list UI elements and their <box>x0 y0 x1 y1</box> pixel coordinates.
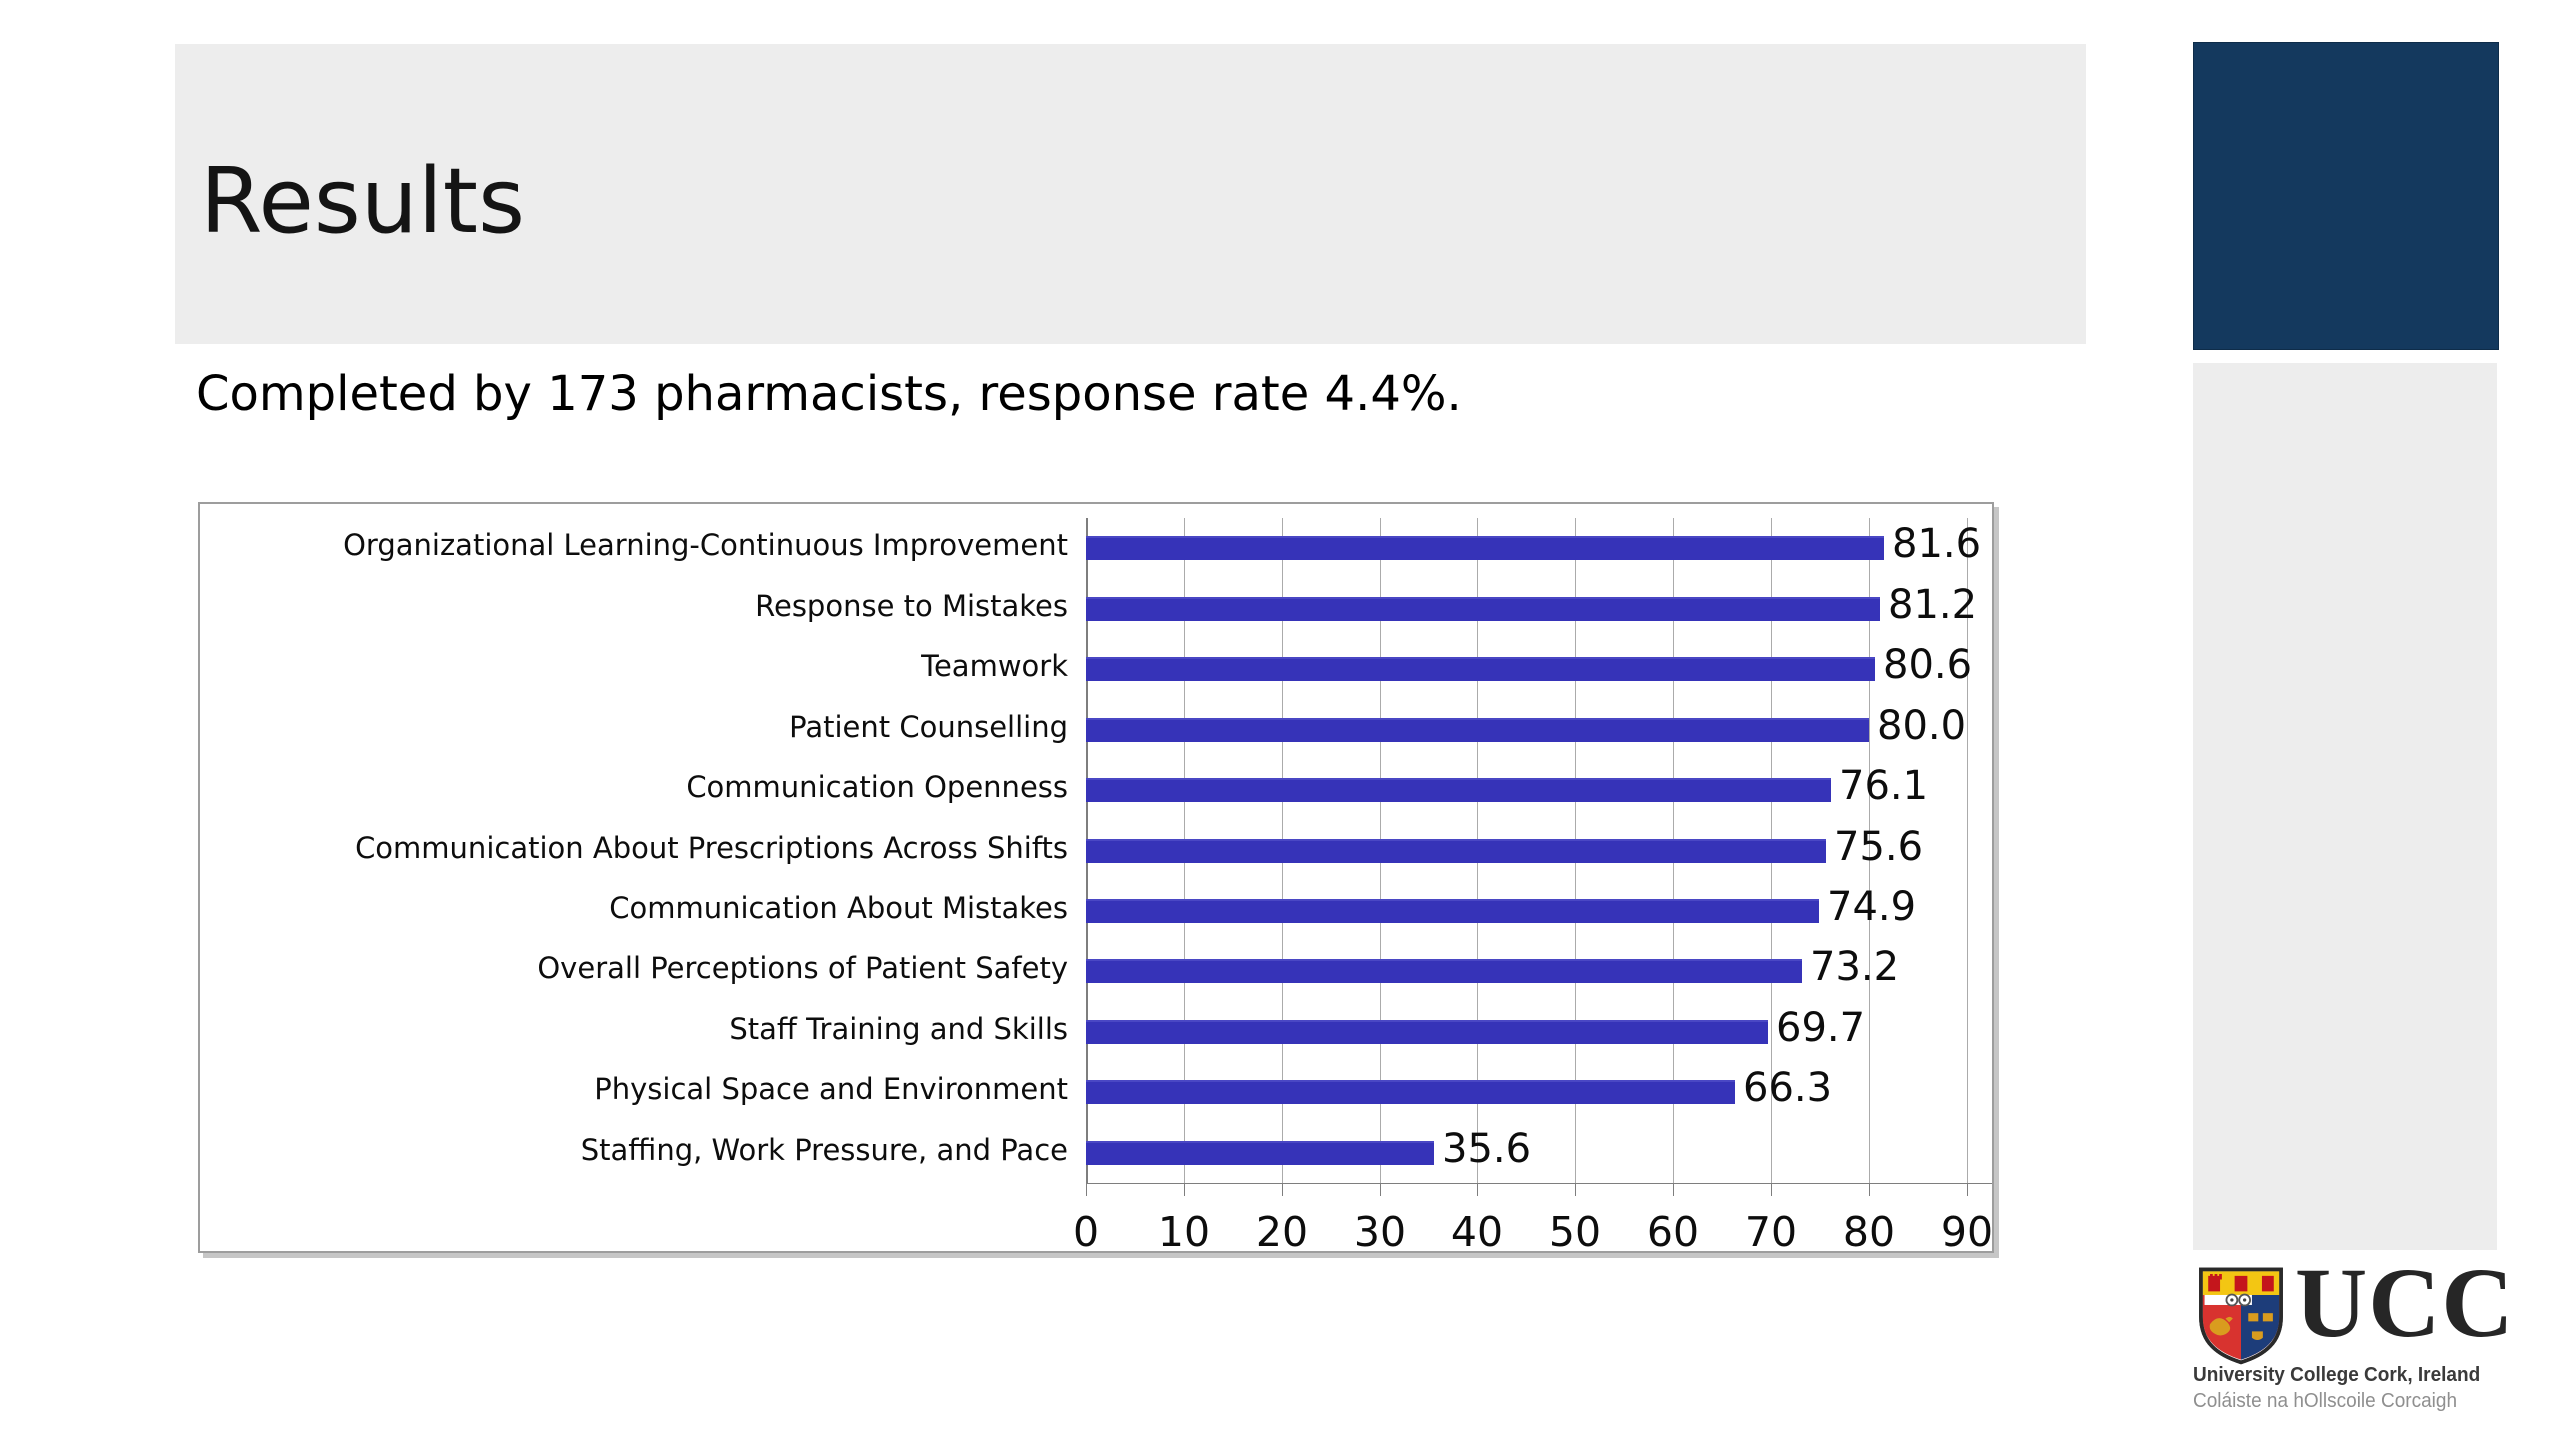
value-label: 69.7 <box>1776 1005 1866 1051</box>
x-tick-mark <box>1869 1183 1870 1196</box>
x-gridline <box>1967 518 1968 1183</box>
category-label: Patient Counselling <box>789 710 1068 744</box>
data-bar <box>1086 718 1869 742</box>
x-tick-label: 70 <box>1744 1208 1798 1256</box>
title-band: Results <box>175 44 2086 344</box>
data-bar <box>1086 778 1831 802</box>
value-label: 74.9 <box>1827 884 1917 930</box>
x-tick-label: 30 <box>1353 1208 1407 1256</box>
subtitle-text: Completed by 173 pharmacists, response r… <box>196 366 1462 422</box>
value-label: 80.0 <box>1877 703 1967 749</box>
x-tick-mark <box>1967 1183 1968 1196</box>
x-gridline <box>1869 518 1870 1183</box>
value-label: 80.6 <box>1883 642 1973 688</box>
category-label: Response to Mistakes <box>755 589 1068 623</box>
value-label: 76.1 <box>1839 763 1929 809</box>
category-label: Overall Perceptions of Patient Safety <box>537 951 1068 985</box>
value-label: 75.6 <box>1834 824 1924 870</box>
category-label: Communication About Mistakes <box>609 891 1068 925</box>
x-tick-label: 50 <box>1548 1208 1602 1256</box>
x-tick-mark <box>1673 1183 1674 1196</box>
x-tick-mark <box>1575 1183 1576 1196</box>
category-axis: Organizational Learning-Continuous Impro… <box>206 518 1068 1183</box>
x-tick-label: 0 <box>1072 1208 1100 1256</box>
data-bar <box>1086 839 1826 863</box>
x-tick-mark <box>1184 1183 1185 1196</box>
x-tick-label: 10 <box>1157 1208 1211 1256</box>
x-axis-baseline <box>1086 1183 1992 1184</box>
x-tick-mark <box>1086 1183 1087 1196</box>
category-label: Staff Training and Skills <box>729 1012 1068 1046</box>
data-bar <box>1086 657 1875 681</box>
value-label: 81.2 <box>1888 582 1978 628</box>
page-title: Results <box>200 149 525 254</box>
x-tick-mark <box>1477 1183 1478 1196</box>
x-tick-label: 40 <box>1450 1208 1504 1256</box>
ucc-logo: UCC University College Cork, Ireland Col… <box>2193 1248 2514 1418</box>
value-label: 81.6 <box>1892 521 1982 567</box>
category-label: Staffing, Work Pressure, and Pace <box>580 1133 1068 1167</box>
data-bar <box>1086 899 1819 923</box>
value-label: 66.3 <box>1743 1065 1833 1111</box>
x-tick-label: 60 <box>1646 1208 1700 1256</box>
category-label: Physical Space and Environment <box>594 1072 1068 1106</box>
decorative-blue-rectangle <box>2193 42 2499 350</box>
bar-chart: Organizational Learning-Continuous Impro… <box>198 502 1994 1256</box>
value-label: 35.6 <box>1442 1126 1532 1172</box>
data-bar <box>1086 1020 1768 1044</box>
x-tick-mark <box>1282 1183 1283 1196</box>
value-label: 73.2 <box>1810 944 1900 990</box>
category-label: Teamwork <box>921 649 1068 683</box>
x-tick-label: 80 <box>1842 1208 1896 1256</box>
x-tick-label: 20 <box>1255 1208 1309 1256</box>
category-label: Communication About Prescriptions Across… <box>355 831 1068 865</box>
data-bar <box>1086 1141 1434 1165</box>
ucc-wordmark: UCC <box>2295 1247 2515 1358</box>
data-bar <box>1086 597 1880 621</box>
plot-area: 0 10 20 30 40 50 60 70 80 90 81.6 81.2 80.6 80.0 76.1 7… <box>1073 518 1993 1256</box>
ucc-crest-icon <box>2199 1267 2283 1365</box>
x-tick-mark <box>1771 1183 1772 1196</box>
x-tick-mark <box>1380 1183 1381 1196</box>
x-tick-label: 90 <box>1940 1208 1994 1256</box>
data-bar <box>1086 536 1884 560</box>
category-label: Communication Openness <box>686 770 1068 804</box>
decorative-gray-band <box>2193 363 2497 1250</box>
category-label: Organizational Learning-Continuous Impro… <box>343 528 1068 562</box>
logo-caption-en: University College Cork, Ireland <box>2193 1364 2481 1386</box>
data-bar <box>1086 959 1802 983</box>
data-bar <box>1086 1080 1735 1104</box>
logo-caption-ga: Coláiste na hOllscoile Corcaigh <box>2193 1390 2458 1412</box>
